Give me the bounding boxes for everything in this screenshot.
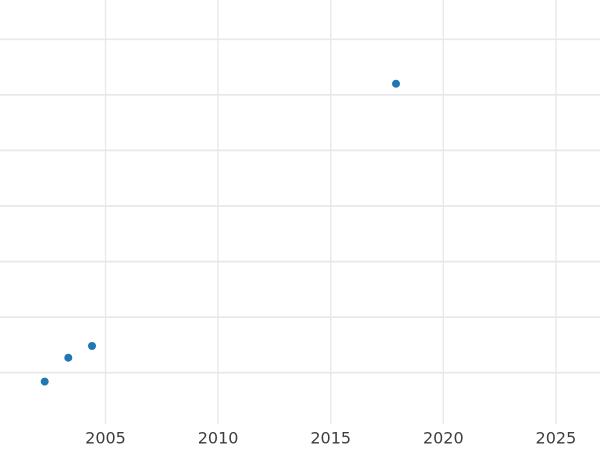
x-tick-label: 2015 [310, 429, 351, 448]
data-point [64, 353, 73, 362]
data-point [88, 342, 96, 350]
x-tick-label: 2010 [198, 429, 239, 448]
data-point [40, 377, 49, 386]
x-tick-label: 2005 [85, 429, 126, 448]
data-point [392, 79, 400, 88]
x-tick-label: 2025 [536, 429, 577, 448]
x-tick-label: 2020 [423, 429, 464, 448]
